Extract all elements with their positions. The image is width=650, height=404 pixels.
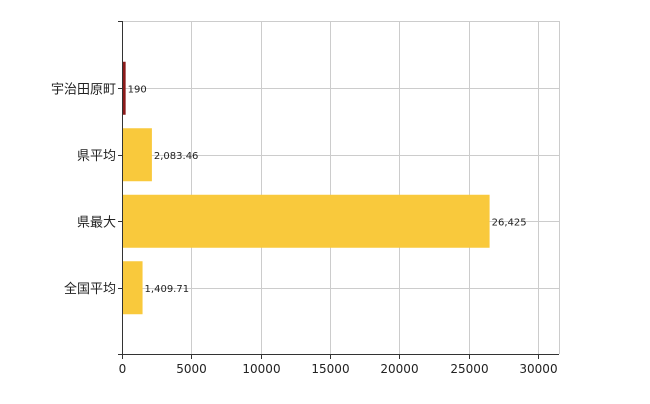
category-label-1: 県平均: [77, 149, 116, 164]
category-label-0: 宇治田原町: [51, 82, 116, 97]
axes: [118, 21, 559, 359]
category-label-3: 全国平均: [64, 281, 116, 297]
x-tick-label-4: 20000: [380, 362, 418, 376]
x-tick-label-3: 15000: [311, 362, 349, 376]
bar-2: [123, 194, 490, 248]
labels: 190 宇治田原町 2,083.46 県平均 26,425 県最大 1,409.71 全国平均…: [51, 82, 558, 376]
bar-3: [123, 261, 143, 315]
x-tick-label-6: 30000: [519, 362, 557, 376]
grid-lines: [122, 21, 560, 354]
x-tick-label-5: 25000: [450, 362, 488, 376]
category-label-2: 県最大: [77, 215, 116, 230]
bar-1: [123, 128, 152, 182]
bar-0: [123, 61, 126, 115]
data-label-2: 26,425: [492, 217, 527, 228]
data-label-3: 1,409.71: [145, 284, 190, 295]
x-tick-label-0: 0: [119, 362, 127, 376]
data-label-1: 2,083.46: [154, 151, 199, 162]
x-tick-label-1: 5000: [176, 362, 207, 376]
bars: [123, 61, 490, 315]
data-label-0: 190: [128, 84, 147, 95]
x-tick-label-2: 10000: [242, 362, 280, 376]
